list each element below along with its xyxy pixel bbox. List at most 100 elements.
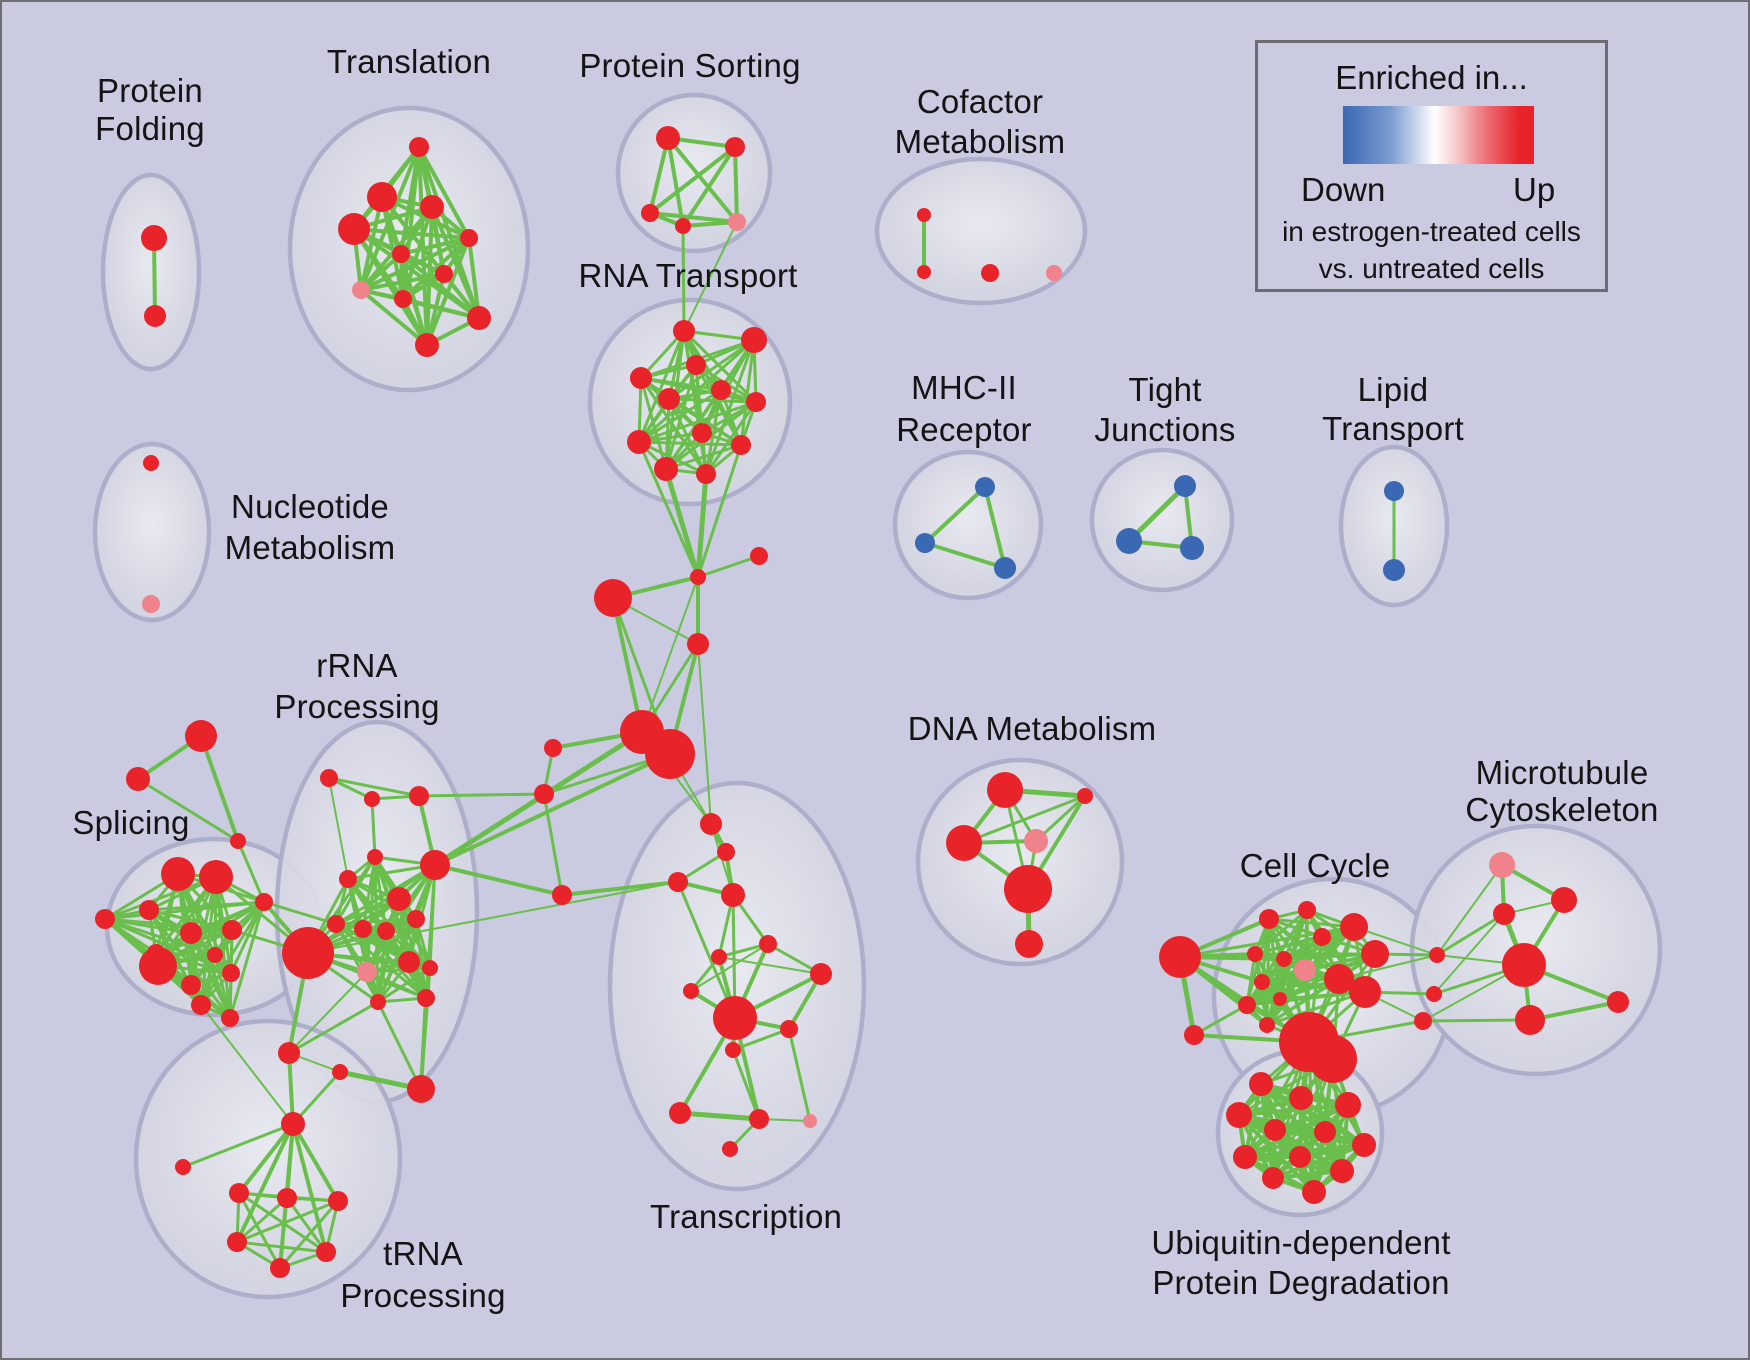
node-mh3 (994, 557, 1016, 579)
edge (237, 1191, 282, 1270)
node-u8 (1233, 1145, 1257, 1169)
node-cc4 (1340, 913, 1368, 941)
edge (1253, 925, 1356, 956)
edge (288, 971, 368, 1054)
edge (637, 388, 723, 444)
node-cc2 (1298, 901, 1316, 919)
edge (1237, 1103, 1350, 1117)
edge (1245, 968, 1307, 1007)
edge (648, 145, 737, 215)
edge (962, 794, 1087, 845)
node-hub2 (645, 729, 695, 779)
node-m1 (594, 579, 632, 617)
node-mt5 (1607, 991, 1629, 1013)
edge (637, 440, 708, 476)
edge (677, 1110, 762, 1122)
node-tn2 (277, 1188, 297, 1208)
node-tn7 (175, 1159, 191, 1175)
node-rt10 (731, 435, 751, 455)
edge (923, 541, 1007, 570)
edge (417, 792, 546, 798)
edge (1265, 990, 1367, 1027)
node-tn1 (229, 1183, 249, 1203)
node-cn1 (1429, 947, 1445, 963)
node-spa (185, 720, 217, 752)
edge (327, 776, 421, 798)
edge (291, 1122, 328, 1254)
edge (291, 1122, 340, 1203)
edge (278, 1199, 340, 1270)
edge (103, 900, 266, 921)
node-t11 (415, 333, 439, 357)
node-mh2 (915, 533, 935, 553)
edge (307, 881, 679, 954)
legend-box: Enriched in... Down Up in estrogen-treat… (1255, 40, 1608, 292)
node-u2 (1289, 1086, 1313, 1110)
edge (648, 136, 670, 215)
node-rt5 (711, 380, 731, 400)
edge (262, 900, 338, 926)
node-t5 (460, 229, 478, 247)
node-tx4 (721, 883, 745, 907)
edge (235, 1122, 295, 1244)
node-tx6 (711, 949, 727, 965)
edge (376, 966, 432, 1004)
cluster-ellipse-transcription (607, 780, 867, 1192)
edge (365, 917, 418, 974)
edge (983, 485, 1007, 570)
node-rr11 (327, 915, 345, 933)
edge (1436, 864, 1503, 956)
node-j1 (690, 569, 706, 585)
cluster-ellipse-nucleotide-metabolism (92, 441, 212, 623)
node-tj3 (1180, 536, 1204, 560)
node-m2 (687, 633, 709, 655)
node-tnup (278, 1042, 300, 1064)
node-u1 (1249, 1072, 1273, 1096)
node-lt2 (1383, 559, 1405, 581)
node-tx12 (749, 1109, 769, 1129)
edge (1282, 952, 1377, 961)
node-rt3 (686, 355, 706, 375)
node-tx5 (759, 935, 777, 953)
node-rrhub (282, 927, 334, 979)
edge (237, 1122, 295, 1195)
edge (433, 863, 564, 897)
edge (1253, 908, 1309, 956)
edge (1435, 912, 1506, 957)
node-cc1 (1259, 909, 1279, 929)
node-sl1 (161, 857, 195, 891)
node-lx (552, 885, 572, 905)
edge (739, 338, 756, 447)
edge (787, 1027, 812, 1123)
edge (236, 839, 266, 904)
node-s2 (725, 137, 745, 157)
edge (542, 792, 564, 897)
edge (1421, 1018, 1532, 1023)
cluster-ellipse-tight-junctions (1089, 447, 1235, 593)
node-sl9 (255, 893, 273, 911)
edge (359, 288, 429, 347)
edge (417, 145, 471, 240)
node-s1 (656, 126, 680, 150)
node-d1 (987, 772, 1023, 808)
node-sat (750, 547, 768, 565)
edge (152, 236, 157, 318)
node-rr7 (387, 887, 411, 911)
node-n1 (143, 455, 159, 471)
node-spc (230, 833, 246, 849)
node-c4 (1046, 265, 1062, 281)
edge (695, 471, 709, 580)
edge (681, 220, 739, 228)
node-rr9 (377, 922, 395, 940)
node-sl8 (207, 947, 223, 963)
edge (664, 443, 743, 471)
edge (285, 1196, 328, 1254)
node-rt8 (692, 423, 712, 443)
legend-gradient-bar (1343, 106, 1534, 164)
node-tnhub (281, 1112, 305, 1136)
node-rr1 (320, 769, 338, 787)
edge (666, 136, 739, 224)
edge (690, 943, 769, 992)
edge (663, 466, 701, 580)
